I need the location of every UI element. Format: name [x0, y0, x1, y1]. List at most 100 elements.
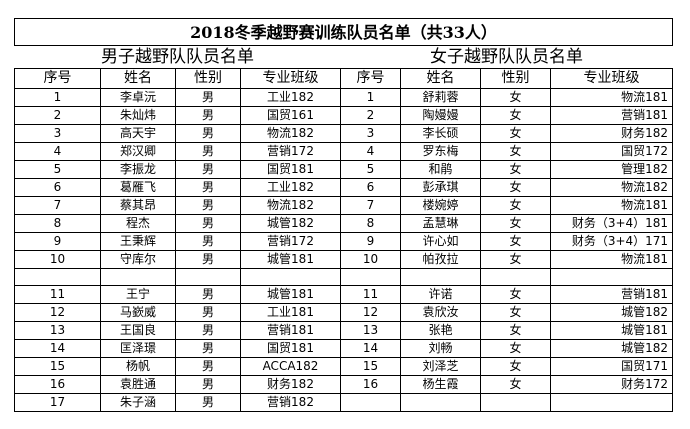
cell: 葛雁飞 [100, 178, 176, 197]
cell: 女 [480, 250, 551, 269]
cell: 男 [175, 214, 241, 233]
cell: 国贸181 [240, 160, 341, 179]
cell: 6 [14, 178, 101, 197]
cell: 女 [480, 357, 551, 376]
cell: 国贸171 [549, 357, 674, 376]
empty-cell [100, 268, 176, 286]
data-row: 2 朱灿炜男国贸161 2 陶嫚嫚女营销181 [14, 106, 674, 125]
cell: 城管181 [240, 250, 341, 269]
cell: 3 [14, 124, 101, 143]
cell: 2 [14, 106, 101, 125]
cell: 女 [480, 232, 551, 251]
cell: 9 [340, 232, 401, 251]
cell: 女 [480, 303, 551, 322]
cell: 男 [175, 178, 241, 197]
data-row: 15 杨帆男 ACCA182 15 刘泽芝女国贸171 [14, 357, 674, 376]
data-row: 11 王宁男城管181 11 许诺女营销181 [14, 285, 674, 304]
cell: 城管182 [240, 214, 341, 233]
title: 2018冬季越野赛训练队员名单（共33人） [13, 18, 674, 46]
cell: 男 [175, 250, 241, 269]
cell: 男 [175, 124, 241, 143]
cell: 16 [14, 375, 101, 394]
cell: 朱子涵 [100, 393, 176, 412]
cell: 10 [340, 250, 401, 269]
cell: 女 [480, 339, 551, 358]
cell: 2 [340, 106, 401, 125]
data-row: 16 袁胜通男财务182 16 杨生霞女财务172 [14, 375, 674, 394]
cell: 李卓沅 [100, 88, 176, 107]
data-row: 17 朱子涵男营销182 [14, 393, 674, 412]
header-cell: 性别 [480, 68, 551, 89]
header-cell: 专业班级 [549, 68, 674, 89]
cell: 营销182 [240, 393, 341, 412]
cell: 王秉辉 [100, 232, 176, 251]
data-row: 3 高天宇男物流182 3 李长硕女财务182 [14, 124, 674, 143]
cell: 城管182 [549, 303, 674, 322]
header-cell: 姓名 [400, 68, 481, 89]
cell: 1 [340, 88, 401, 107]
cell: 和鹃 [400, 160, 481, 179]
cell: 国贸172 [549, 142, 674, 161]
cell: 13 [340, 321, 401, 340]
cell: 5 [340, 160, 401, 179]
cell: 16 [340, 375, 401, 394]
cell: 女 [480, 196, 551, 215]
cell: 李振龙 [100, 160, 176, 179]
cell: 女 [480, 178, 551, 197]
cell: 王国良 [100, 321, 176, 340]
cell: 女 [480, 160, 551, 179]
cell: 国贸181 [240, 339, 341, 358]
empty-cell [14, 268, 101, 286]
data-row: 12 马嶔威男工业181 12 袁欣汝女城管182 [14, 303, 674, 322]
cell: 陶嫚嫚 [400, 106, 481, 125]
cell: 城管181 [240, 285, 341, 304]
cell: 男 [175, 232, 241, 251]
cell: 刘畅 [400, 339, 481, 358]
cell: 财务182 [240, 375, 341, 394]
cell: 女 [480, 285, 551, 304]
cell: 物流181 [549, 250, 674, 269]
cell: 匡泽璟 [100, 339, 176, 358]
cell: 女 [480, 124, 551, 143]
cell: 楼婉婷 [400, 196, 481, 215]
cell: 男 [175, 375, 241, 394]
cell: 10 [14, 250, 101, 269]
header-cell: 序号 [14, 68, 101, 89]
cell: 马嶔威 [100, 303, 176, 322]
cell: 蔡其昂 [100, 196, 176, 215]
cell: 12 [14, 303, 101, 322]
cell: 17 [14, 393, 101, 412]
cell: 物流181 [549, 196, 674, 215]
data-row: 4 郑汉卿男营销172 4 罗东梅女国贸172 [14, 142, 674, 161]
cell: 袁胜通 [100, 375, 176, 394]
empty-cell [340, 268, 401, 286]
table-body: 2018冬季越野赛训练队员名单（共33人） 男子越野队队员名单 女子越野队队员名… [13, 18, 674, 412]
cell: 程杰 [100, 214, 176, 233]
empty-cell [400, 268, 481, 286]
cell: 15 [340, 357, 401, 376]
cell: 彭承琪 [400, 178, 481, 197]
cell: 物流182 [240, 196, 341, 215]
data-row: 14 匡泽璟男国贸181 14 刘畅女城管182 [14, 339, 674, 358]
roster-table: 2018冬季越野赛训练队员名单（共33人） 男子越野队队员名单 女子越野队队员名… [13, 18, 674, 412]
cell: 男 [175, 357, 241, 376]
cell: 9 [14, 232, 101, 251]
cell: 城管182 [549, 339, 674, 358]
data-row: 13 王国良男营销181 13 张艳女城管181 [14, 321, 674, 340]
cell: 高天宇 [100, 124, 176, 143]
cell: 财务172 [549, 375, 674, 394]
cell: 杨生霞 [400, 375, 481, 394]
cell: 工业182 [240, 88, 341, 107]
cell: 管理182 [549, 160, 674, 179]
cell: 3 [340, 124, 401, 143]
cell: 杨帆 [100, 357, 176, 376]
cell: 财务182 [549, 124, 674, 143]
cell: 13 [14, 321, 101, 340]
data-row: 9 王秉辉男营销172 9 许心如女财务（3+4）171 [14, 232, 674, 251]
cell: 营销181 [549, 106, 674, 125]
cell: 女 [480, 375, 551, 394]
data-row: 7 蔡其昂男物流182 7 楼婉婷女物流181 [14, 196, 674, 215]
cell: 12 [340, 303, 401, 322]
left-title: 男子越野队队员名单 [14, 45, 341, 69]
